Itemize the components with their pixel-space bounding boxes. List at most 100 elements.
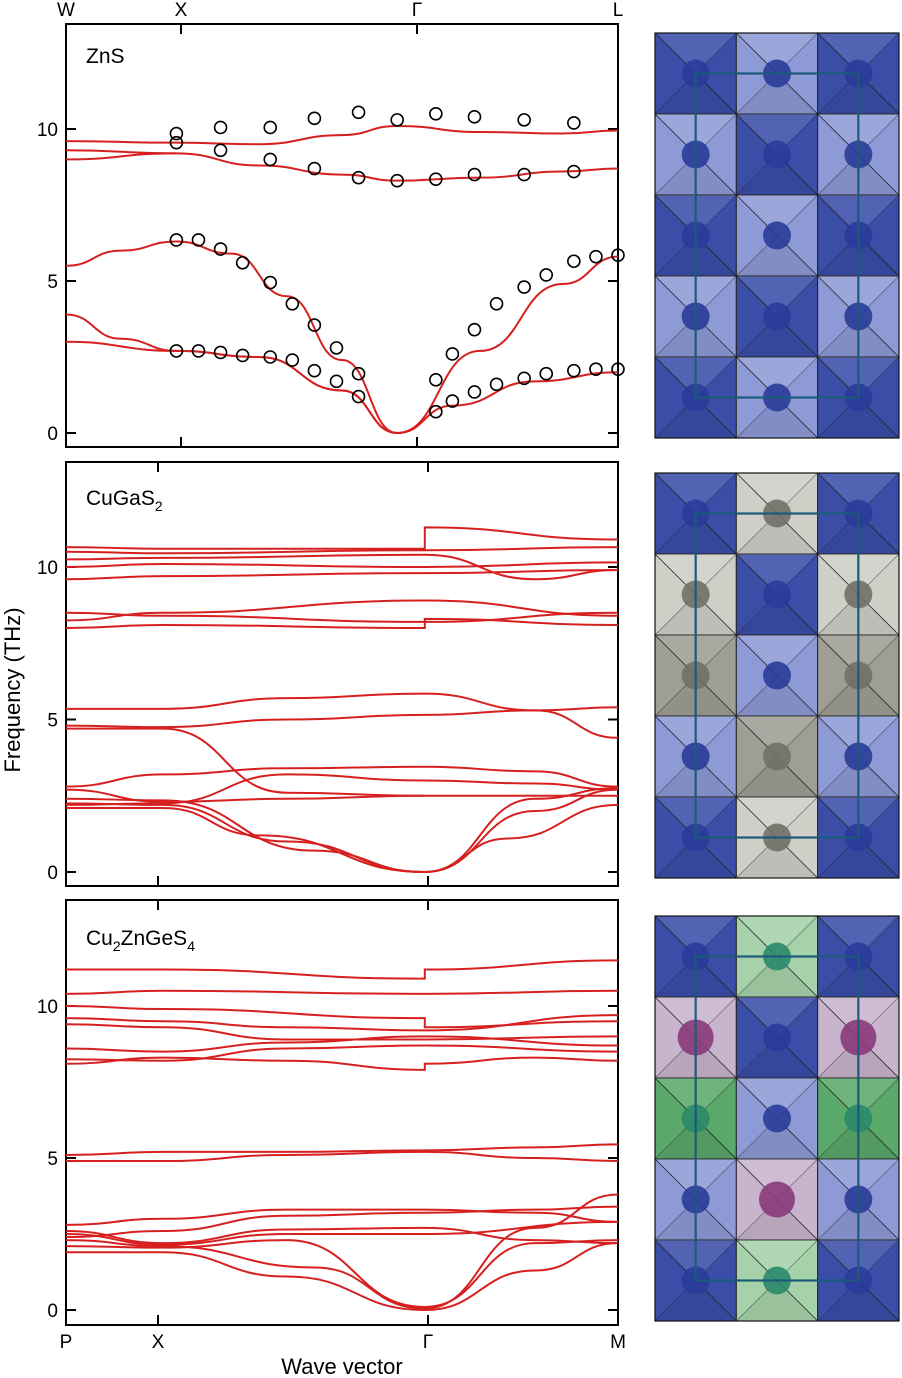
data-point	[263, 275, 278, 290]
band-9	[65, 1056, 619, 1071]
facet-shadow	[736, 73, 818, 114]
facet-highlight	[817, 916, 899, 957]
facet-highlight	[655, 33, 737, 74]
band-2	[65, 240, 398, 434]
band-3	[65, 152, 619, 182]
data-point	[351, 105, 366, 120]
facet-shadow	[736, 1118, 818, 1159]
facet-shadow	[736, 154, 818, 195]
facet-highlight	[736, 114, 818, 155]
atom-cu	[763, 580, 791, 609]
facet-highlight	[736, 997, 818, 1038]
facet-shadow	[655, 1280, 737, 1321]
panel-cugas2: 0 5 10	[37, 461, 619, 887]
bottom-kpoint-M: M	[610, 1332, 626, 1353]
data-point	[467, 167, 482, 182]
unit-cell-outline	[694, 72, 860, 399]
data-point	[429, 107, 443, 121]
bottom-kpoint-gamma: Γ	[423, 1332, 433, 1353]
facet-highlight	[736, 33, 818, 74]
facet-shadow	[817, 397, 899, 438]
data-point	[567, 116, 581, 130]
atom-zn	[763, 661, 791, 690]
facet-shadow	[817, 837, 899, 878]
data-point	[191, 344, 206, 358]
data-point	[213, 345, 228, 360]
data-point	[539, 366, 554, 381]
data-point	[429, 404, 443, 419]
facet-shadow	[736, 1280, 818, 1321]
data-point	[351, 170, 366, 185]
facet-highlight	[736, 473, 818, 514]
facet-highlight	[736, 276, 818, 317]
facet-shadow	[736, 316, 818, 357]
plot-frame	[65, 899, 619, 1326]
top-kpoint-gamma: Γ	[412, 0, 422, 21]
y-tick-label: 10	[37, 997, 58, 1018]
data-point	[307, 363, 322, 378]
data-point	[263, 350, 278, 364]
facet-shadow	[736, 513, 818, 554]
facet-shadow	[736, 397, 818, 438]
y-tick-label: 0	[47, 424, 58, 445]
data-point	[489, 296, 504, 311]
data-point	[307, 161, 322, 176]
data-point	[213, 143, 228, 158]
band-16	[65, 959, 619, 980]
data-point	[517, 371, 531, 386]
atom-gadark	[763, 742, 791, 771]
band-2	[65, 787, 619, 874]
panel-title-cu2znges4-a: Cu	[86, 927, 113, 950]
band-5	[65, 1208, 619, 1226]
structure-frame	[654, 32, 900, 439]
facet-highlight	[736, 797, 818, 838]
data-point	[489, 377, 504, 392]
data-point	[307, 318, 322, 332]
data-point	[539, 268, 554, 282]
panel-zns: 0 5 10	[37, 23, 625, 448]
structure-cu2znges4	[654, 915, 900, 1322]
facet-shadow	[736, 235, 818, 276]
facet-highlight	[736, 716, 818, 757]
data-point	[285, 296, 300, 311]
data-point	[263, 120, 278, 135]
band-4	[65, 1226, 619, 1245]
atom-cu	[763, 1023, 791, 1052]
facet-highlight	[736, 357, 818, 398]
data-point	[169, 344, 184, 358]
data-point	[517, 113, 531, 127]
band-5	[65, 773, 619, 806]
data-point	[169, 135, 184, 150]
top-kpoint-W: W	[57, 0, 75, 21]
band-14	[65, 553, 619, 581]
facet-shadow	[655, 837, 737, 878]
facet-highlight	[736, 1078, 818, 1119]
band-0	[65, 1242, 619, 1312]
data-point	[235, 255, 250, 270]
facet-shadow	[736, 837, 818, 878]
facet-highlight	[736, 195, 818, 236]
facet-highlight	[736, 1240, 818, 1281]
facet-highlight	[736, 635, 818, 676]
unit-cell-outline	[694, 955, 860, 1282]
data-point	[191, 233, 206, 247]
band-9	[65, 617, 619, 630]
panel-title-cugas2: CuGaS2	[86, 487, 163, 514]
band-5	[65, 124, 619, 146]
x-axis-title: Wave vector	[281, 1354, 402, 1378]
panel-title-cu2znges4-b: ZnGeS	[121, 927, 188, 950]
unit-cell-outline	[694, 512, 860, 839]
data-point	[351, 389, 366, 404]
facet-highlight	[736, 916, 818, 957]
facet-shadow	[817, 1280, 899, 1321]
structure-zns	[654, 32, 900, 439]
y-axis-title: Frequency (THz)	[0, 607, 25, 772]
data-point	[567, 164, 581, 179]
panel-title-cu2znges4: Cu2ZnGeS4	[86, 927, 195, 954]
data-point	[307, 111, 322, 126]
panel-title-cugas2-main: CuGaS	[86, 487, 155, 510]
data-point	[467, 322, 482, 337]
facet-highlight	[736, 554, 818, 595]
band-11	[65, 1035, 619, 1053]
